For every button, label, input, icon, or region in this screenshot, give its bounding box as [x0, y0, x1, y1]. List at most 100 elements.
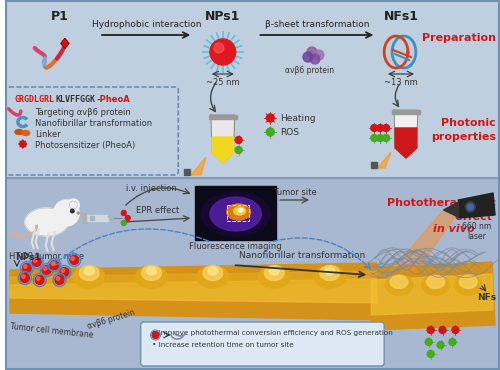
Circle shape	[310, 54, 320, 64]
Text: NFs1: NFs1	[384, 10, 418, 23]
Ellipse shape	[390, 276, 408, 289]
Text: ROS: ROS	[280, 128, 299, 137]
Circle shape	[307, 47, 317, 57]
Bar	[5, 178, 500, 370]
Polygon shape	[191, 157, 206, 175]
Ellipse shape	[203, 266, 223, 280]
Polygon shape	[108, 216, 114, 220]
Text: NFs: NFs	[477, 293, 496, 303]
Circle shape	[266, 114, 274, 122]
Polygon shape	[395, 128, 417, 158]
Polygon shape	[209, 115, 236, 119]
Polygon shape	[377, 152, 391, 168]
Text: Fluorescence imaging: Fluorescence imaging	[190, 242, 282, 251]
Text: Linker: Linker	[34, 130, 60, 139]
Circle shape	[314, 50, 324, 60]
Text: • Increase retention time on tumor site: • Increase retention time on tumor site	[152, 342, 294, 348]
Ellipse shape	[238, 208, 243, 212]
Text: 660 nm
laser: 660 nm laser	[462, 222, 491, 241]
Circle shape	[71, 257, 74, 260]
Bar	[5, 0, 500, 178]
Circle shape	[36, 277, 40, 280]
Circle shape	[22, 275, 25, 278]
Text: P1: P1	[50, 10, 68, 23]
Text: i.v. injection: i.v. injection	[126, 184, 177, 193]
Circle shape	[51, 262, 55, 265]
Circle shape	[266, 128, 274, 136]
Text: KLVFFGGK: KLVFFGGK	[56, 95, 96, 104]
Circle shape	[70, 209, 74, 213]
Polygon shape	[372, 274, 493, 315]
Circle shape	[449, 339, 456, 346]
Polygon shape	[86, 215, 108, 221]
Circle shape	[426, 339, 432, 346]
Circle shape	[50, 260, 59, 269]
Polygon shape	[184, 169, 190, 175]
Ellipse shape	[15, 130, 23, 135]
Circle shape	[22, 263, 31, 272]
Ellipse shape	[422, 275, 450, 295]
Ellipse shape	[385, 275, 413, 295]
Ellipse shape	[80, 266, 99, 280]
Ellipse shape	[22, 131, 30, 135]
Text: β-sheet transformation: β-sheet transformation	[264, 20, 369, 29]
Circle shape	[235, 147, 242, 154]
Circle shape	[56, 277, 60, 280]
Ellipse shape	[74, 266, 105, 288]
Polygon shape	[10, 263, 381, 320]
Circle shape	[466, 202, 475, 212]
Circle shape	[126, 215, 130, 221]
Ellipse shape	[320, 266, 340, 280]
Polygon shape	[444, 202, 458, 217]
Circle shape	[55, 276, 64, 285]
Text: Preparation: Preparation	[422, 33, 496, 43]
Text: HT-29 tumor mice: HT-29 tumor mice	[9, 252, 84, 261]
Polygon shape	[458, 193, 495, 218]
Text: NPs1: NPs1	[15, 253, 40, 262]
Circle shape	[439, 326, 446, 333]
Circle shape	[371, 124, 378, 131]
Ellipse shape	[270, 267, 279, 275]
Circle shape	[452, 326, 459, 333]
Circle shape	[382, 135, 390, 141]
Circle shape	[210, 39, 236, 65]
Text: • Improve photothermal conversion efficiency and ROS generation: • Improve photothermal conversion effici…	[152, 330, 392, 336]
Text: Phototherapeutic
effect: Phototherapeutic effect	[387, 198, 496, 222]
Bar	[195, 186, 276, 240]
Text: αvβ6 protein: αvβ6 protein	[286, 66, 335, 75]
Text: ~13 nm: ~13 nm	[384, 78, 418, 87]
Text: GRGDLGRL: GRGDLGRL	[15, 95, 55, 104]
Text: Photonic
properties: Photonic properties	[431, 118, 496, 142]
Circle shape	[61, 269, 64, 272]
FancyBboxPatch shape	[140, 322, 384, 366]
Circle shape	[427, 326, 434, 333]
Ellipse shape	[325, 267, 334, 275]
Polygon shape	[82, 213, 86, 223]
Ellipse shape	[227, 204, 250, 220]
Text: EPR effect: EPR effect	[136, 206, 179, 215]
Circle shape	[371, 135, 378, 141]
Text: Targeting αvβ6 protein: Targeting αvβ6 protein	[34, 108, 130, 117]
Text: Tumor cell membrane: Tumor cell membrane	[10, 322, 94, 340]
Circle shape	[427, 350, 434, 357]
Circle shape	[437, 342, 444, 349]
Ellipse shape	[258, 266, 290, 288]
Polygon shape	[372, 162, 377, 168]
Ellipse shape	[314, 266, 346, 288]
Polygon shape	[61, 38, 69, 48]
Circle shape	[235, 137, 242, 144]
Circle shape	[152, 332, 159, 339]
Ellipse shape	[210, 197, 262, 231]
Ellipse shape	[142, 266, 162, 280]
Ellipse shape	[234, 207, 245, 215]
Text: Photosensitizer (PheoA): Photosensitizer (PheoA)	[34, 141, 135, 150]
Bar	[227, 205, 248, 221]
Text: ~25 nm: ~25 nm	[206, 78, 240, 87]
Circle shape	[54, 200, 80, 226]
Circle shape	[122, 211, 126, 215]
Text: Heating: Heating	[280, 114, 316, 122]
Circle shape	[468, 204, 473, 210]
Circle shape	[24, 265, 27, 268]
Circle shape	[20, 273, 30, 283]
Circle shape	[70, 256, 79, 265]
